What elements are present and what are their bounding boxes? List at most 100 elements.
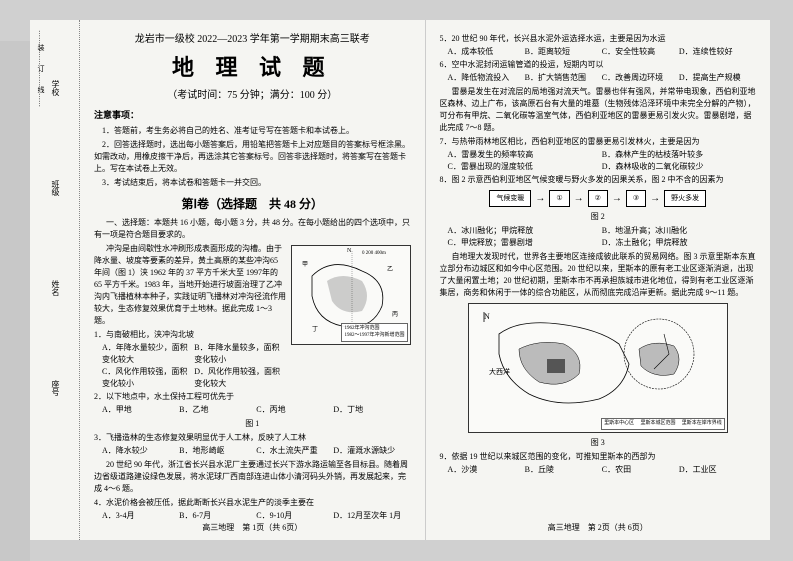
question-5: 5．20 世纪 90 年代，长兴县水泥外运选择水运，主要是因为水运	[440, 33, 757, 45]
passage-2: 20 世纪 90 年代，浙江省长兴县水泥厂主要通过长兴下游水路运输至各目标县。随…	[94, 459, 411, 495]
passage-3: 雷暴是发生在对流层的局地强对流天气。雷暴也伴有强风，并常带电现象，西伯利亚地区森…	[440, 86, 757, 134]
q2-a: A．甲地	[102, 404, 179, 416]
exam-paper: 学校 班级 姓名 座号 ……装……订……线…… 龙岩市一级校 2022—2023…	[30, 20, 770, 540]
margin-seat: 座号	[50, 380, 61, 396]
page-2: 5．20 世纪 90 年代，长兴县水泥外运选择水运，主要是因为水运 A．成本较低…	[426, 20, 771, 540]
page-1-footer: 高三地理 第 1页（共 6页）	[80, 522, 425, 534]
q2-b: B．乙地	[179, 404, 256, 416]
q7-options: A．雷暴发生的频率较高 B．森林产生的枯枝落叶较多 C．雷暴出现的湿度较低 D．…	[448, 149, 757, 173]
flow-box-end: 野火多发	[664, 190, 706, 207]
q8-d: D．冻土融化；甲烷释放	[602, 237, 756, 249]
question-4: 4．水泥价格会被压低，据此断断长兴县水泥生产的淡季主要在	[94, 497, 411, 509]
q1-a: A．年降水量较少，面积变化较大	[102, 342, 194, 366]
question-8: 8．图 2 示意西伯利亚地区气候变暖与野火多发的因果关系，图 2 中不含的因素为	[440, 174, 757, 186]
q4-options: A．3-4月 B．6-7月 C．9-10月 D．12月至次年 1月	[102, 510, 411, 522]
svg-text:N: N	[347, 248, 352, 254]
q7-c: C．雷暴出现的湿度较低	[448, 161, 602, 173]
svg-text:大西洋: 大西洋	[489, 367, 510, 376]
part1-title: 第Ⅰ卷（选择题 共 48 分）	[94, 195, 411, 213]
arrow-icon: →	[574, 191, 584, 206]
q4-a: A．3-4月	[102, 510, 179, 522]
legend-item-1: 1962年冲沟范围	[344, 325, 404, 333]
q3-c: C．水土流失严重	[256, 445, 333, 457]
q9-b: B．丘陵	[525, 464, 602, 476]
figure-3-legend: 里斯本中心区 里斯本城区范围 里斯本在岸市界线	[601, 418, 725, 430]
q8-b: B．地温升高；冰川融化	[602, 225, 756, 237]
svg-text:乙: 乙	[387, 266, 393, 273]
notice-1: 1．答题前，考生务必将自己的姓名、准考证号写在答题卡和本试卷上。	[94, 125, 411, 137]
q5-options: A．成本较低 B．距离较短 C．安全性较高 D．连续性较好	[448, 46, 757, 58]
margin-school: 学校	[50, 80, 61, 96]
notice-2: 2．回答选择题时，选出每小题答案后，用铅笔把答题卡上对应题目的答案标号框涂黑。如…	[94, 139, 411, 175]
legend-item-2: 1982～1997年冲沟新增范围	[344, 332, 404, 340]
q2-c: C．丙地	[256, 404, 333, 416]
arrow-icon: →	[535, 191, 545, 206]
q6-c: C．改善周边环境	[602, 72, 679, 84]
notice-3: 3．考试结束后，将本试卷和答题卡一并交回。	[94, 177, 411, 189]
passage-4: 自地理大发现时代，世界各主要地区连接成彼此联系的贸易网络。图 3 示意里斯本东直…	[440, 251, 757, 299]
q5-d: D．连续性较好	[679, 46, 756, 58]
q3-d: D．灌溉水源缺少	[333, 445, 410, 457]
q5-a: A．成本较低	[448, 46, 525, 58]
flow-box-start: 气候变暖	[489, 190, 531, 207]
exam-title: 地 理 试 题	[94, 51, 411, 84]
q9-a: A．沙漠	[448, 464, 525, 476]
page-1: 龙岩市一级校 2022—2023 学年第一学期期末高三联考 地 理 试 题 （考…	[80, 20, 426, 540]
q1-options: A．年降水量较少，面积变化较大 B．年降水量较多，面积变化较小 C．风化作用较强…	[102, 342, 287, 390]
q9-c: C．农田	[602, 464, 679, 476]
margin-class: 班级	[50, 180, 61, 196]
margin-name: 姓名	[50, 280, 61, 296]
question-2: 2．以下地点中，水土保持工程可优先于	[94, 391, 411, 403]
page-2-footer: 高三地理 第 2页（共 6页）	[426, 522, 771, 534]
q4-c: C．9-10月	[256, 510, 333, 522]
figure-2-label: 图 2	[440, 211, 757, 223]
part1-note: 一、选择题：本题共 16 小题，每小题 3 分，共 48 分。在每小题给出的四个…	[94, 217, 411, 241]
cut-line: ……装……订……线……	[36, 30, 46, 107]
q9-d: D．工业区	[679, 464, 756, 476]
q6-a: A．降低物流投入	[448, 72, 525, 84]
q5-b: B．距离较短	[525, 46, 602, 58]
q4-b: B．6-7月	[179, 510, 256, 522]
q8-c: C．甲烷释放；雷暴剧增	[448, 237, 602, 249]
svg-text:甲: 甲	[302, 261, 308, 268]
q8-a: A．冰川融化；甲烷释放	[448, 225, 602, 237]
exam-header: 龙岩市一级校 2022—2023 学年第一学期期末高三联考	[94, 32, 411, 47]
figure-3-map: 大西洋 N 里斯本中心区 里斯本城区范围 里斯本在岸市界线	[468, 303, 728, 433]
q1-b: B．年降水量较多，面积变化较小	[194, 342, 286, 366]
q7-b: B．森林产生的枯枝落叶较多	[602, 149, 756, 161]
figure-3-label: 图 3	[440, 437, 757, 449]
q3-a: A．降水较少	[102, 445, 179, 457]
figure-1-map: 甲 乙 丙 丁 0 200 400m N 1962年冲沟范围 1982～1997…	[291, 245, 411, 345]
question-6: 6．空中水泥封闭运输管道的投运，短期内可以	[440, 59, 757, 71]
legend-3b: 里斯本城区范围	[640, 421, 675, 426]
flow-box-2: ②	[588, 190, 608, 207]
q7-d: D．森林吸收的二氧化碳较少	[602, 161, 756, 173]
q7-a: A．雷暴发生的频率较高	[448, 149, 602, 161]
exam-subtitle: （考试时间：75 分钟；满分：100 分）	[94, 88, 411, 103]
question-7: 7．与热带雨林地区相比，西伯利亚地区的雷暴更易引发林火，主要是因为	[440, 136, 757, 148]
q4-d: D．12月至次年 1月	[333, 510, 410, 522]
q6-d: D．提高生产规模	[679, 72, 756, 84]
svg-text:丙: 丙	[392, 311, 398, 318]
svg-text:N: N	[484, 312, 490, 321]
question-3: 3．飞播造林的生态修复效果明显优于人工林，反映了人工林	[94, 432, 411, 444]
legend-3c: 里斯本在岸市界线	[682, 421, 722, 426]
q9-options: A．沙漠 B．丘陵 C．农田 D．工业区	[448, 464, 757, 476]
q8-options: A．冰川融化；甲烷释放 B．地温升高；冰川融化 C．甲烷释放；雷暴剧增 D．冻土…	[448, 225, 757, 249]
svg-text:丁: 丁	[312, 326, 318, 333]
q2-options: A．甲地 B．乙地 C．丙地 D．丁地	[102, 404, 411, 416]
flow-box-1: ①	[549, 190, 569, 207]
q1-c: C．风化作用较强，面积变化较小	[102, 366, 194, 390]
q5-c: C．安全性较高	[602, 46, 679, 58]
q3-b: B．地形崎岖	[179, 445, 256, 457]
q6-b: B．扩大销售范围	[525, 72, 602, 84]
q6-options: A．降低物流投入 B．扩大销售范围 C．改善周边环境 D．提高生产规模	[448, 72, 757, 84]
notice-head: 注意事项：	[94, 109, 411, 123]
binding-margin: 学校 班级 姓名 座号 ……装……订……线……	[30, 20, 80, 540]
question-9: 9．依据 19 世纪以来城区范围的变化，可推知里斯本的西部为	[440, 451, 757, 463]
q2-d: D．丁地	[333, 404, 410, 416]
figure-2-flowchart: 气候变暖 → ① → ② → ③ → 野火多发	[440, 190, 757, 207]
lisbon-map-svg: 大西洋 N	[469, 304, 727, 432]
figure-1-legend: 1962年冲沟范围 1982～1997年冲沟新增范围	[341, 323, 407, 342]
legend-3a: 里斯本中心区	[604, 421, 634, 426]
